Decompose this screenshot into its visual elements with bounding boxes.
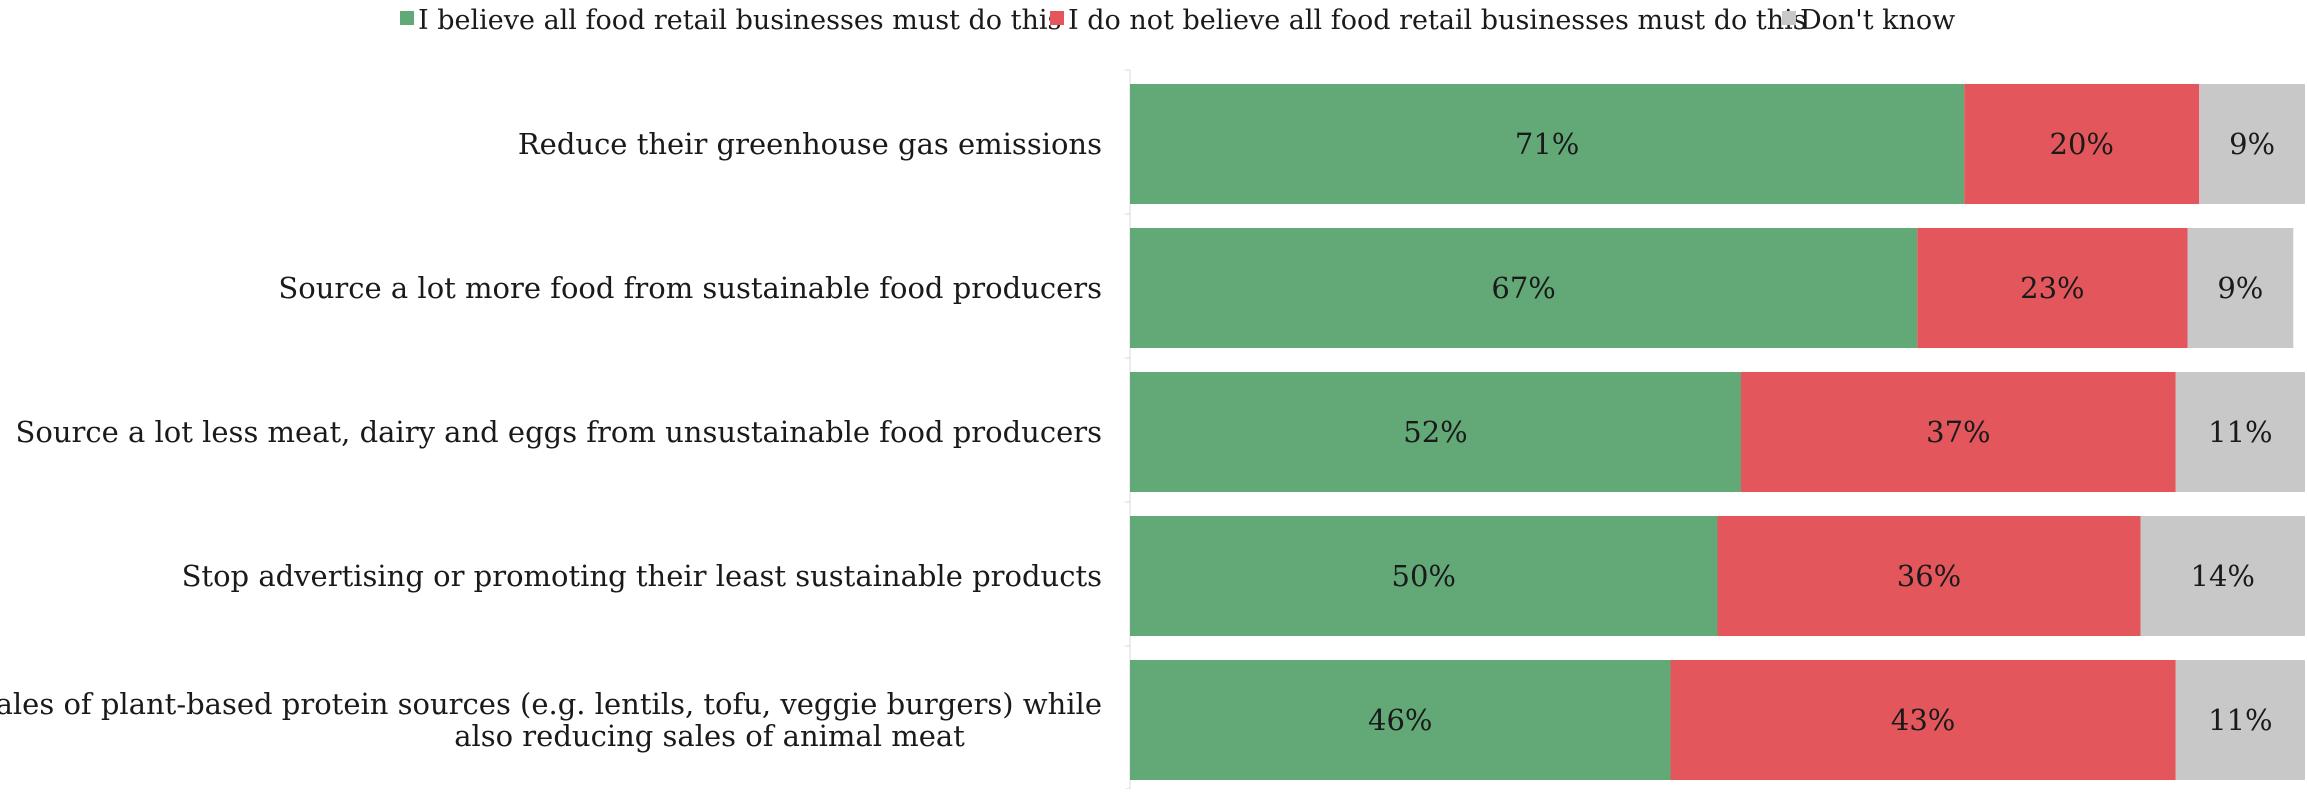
legend-swatch <box>1050 11 1064 25</box>
data-label: 14% <box>2191 559 2255 593</box>
bar-segment-don-t-know <box>2175 372 2305 492</box>
legend-label: Don't know <box>1800 5 1955 36</box>
data-label: 36% <box>1897 559 1961 593</box>
legend-item-i-do-not-believe-all-food-retail-businesses-must-do-this: I do not believe all food retail busines… <box>1050 5 1807 36</box>
bar-segment-i-believe-all-food-retail-businesses-mus <box>1130 516 1718 636</box>
bar-segment-i-believe-all-food-retail-businesses-mus <box>1130 372 1741 492</box>
bar-row-2 <box>1130 228 2294 348</box>
category-label-3: Source a lot less meat, dairy and eggs f… <box>16 415 1102 449</box>
category-label-line: also reducing sales of animal meat <box>454 719 965 753</box>
bar-segment-don-t-know <box>2140 516 2305 636</box>
data-label: 11% <box>2208 415 2272 449</box>
data-label: 52% <box>1403 415 1467 449</box>
category-axis <box>1125 69 1131 790</box>
data-label: 23% <box>2020 271 2084 305</box>
legend-item-i-believe-all-food-retail-businesses-must-do-this: I believe all food retail businesses mus… <box>400 5 1061 36</box>
data-label: 67% <box>1491 271 1555 305</box>
plot-area <box>1130 84 2305 780</box>
bar-segment-i-do-not-believe-all-food-retail-busines <box>1670 660 2176 780</box>
data-label: 9% <box>2229 127 2275 161</box>
bar-segment-i-do-not-believe-all-food-retail-busines <box>1741 372 2176 492</box>
category-label-line: Source a lot less meat, dairy and eggs f… <box>16 415 1102 449</box>
category-label-line: Reduce their greenhouse gas emissions <box>518 127 1102 161</box>
bar-segment-don-t-know <box>2187 228 2294 348</box>
bar-row-5 <box>1130 660 2305 780</box>
legend-swatch <box>400 11 414 25</box>
data-label: 43% <box>1891 703 1955 737</box>
legend-item-don-t-know: Don't know <box>1782 5 1955 36</box>
category-label-line: Increase sales of plant-based protein so… <box>0 687 1102 721</box>
bar-row-3 <box>1130 372 2305 492</box>
bar-segment-i-believe-all-food-retail-businesses-mus <box>1130 228 1918 348</box>
category-label-line: Source a lot more food from sustainable … <box>278 271 1102 305</box>
category-label-5: Increase sales of plant-based protein so… <box>0 687 1102 753</box>
data-label: 37% <box>1926 415 1990 449</box>
bar-segment-i-believe-all-food-retail-businesses-mus <box>1130 84 1965 204</box>
bar-segment-i-do-not-believe-all-food-retail-busines <box>1717 516 2141 636</box>
legend-swatch <box>1782 11 1796 25</box>
data-labels: 71% 20% 9% 67% 23% 9% 52% 37% 11% 50% 36% 14% 46% 43%… <box>1368 127 2275 737</box>
data-label: 46% <box>1368 703 1432 737</box>
data-label: 20% <box>2050 127 2114 161</box>
bar-row-4 <box>1130 516 2305 636</box>
legend: I believe all food retail businesses mus… <box>400 5 1955 36</box>
legend-label: I do not believe all food retail busines… <box>1068 5 1807 36</box>
category-label-2: Source a lot more food from sustainable … <box>278 271 1102 305</box>
category-label-line: Stop advertising or promoting their leas… <box>182 559 1102 593</box>
category-label-4: Stop advertising or promoting their leas… <box>182 559 1102 593</box>
legend-label: I believe all food retail businesses mus… <box>418 5 1061 36</box>
bar-row-1 <box>1130 84 2305 204</box>
bar-segment-i-believe-all-food-retail-businesses-mus <box>1130 660 1671 780</box>
category-labels: Reduce their greenhouse gas emissions Sou… <box>0 127 1102 753</box>
data-label: 50% <box>1392 559 1456 593</box>
bar-segment-don-t-know <box>2199 84 2305 204</box>
data-label: 71% <box>1515 127 1579 161</box>
data-label: 9% <box>2217 271 2263 305</box>
bar-segment-don-t-know <box>2175 660 2305 780</box>
bar-segment-i-do-not-believe-all-food-retail-busines <box>1964 84 2200 204</box>
bar-segment-i-do-not-believe-all-food-retail-busines <box>1917 228 2188 348</box>
category-label-1: Reduce their greenhouse gas emissions <box>518 127 1102 161</box>
data-label: 11% <box>2208 703 2272 737</box>
